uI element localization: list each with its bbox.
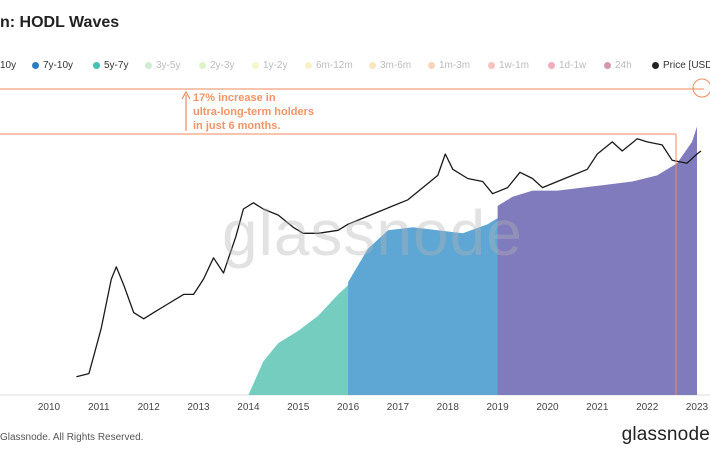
annotation-line-2: ultra-long-term holders <box>193 106 315 118</box>
legend-swatch <box>145 62 152 69</box>
x-tick-label: 2021 <box>586 402 609 413</box>
x-tick-label: 2014 <box>237 402 260 413</box>
x-tick-label: 2018 <box>437 402 460 413</box>
area-series-10y <box>497 126 697 395</box>
legend-swatch <box>93 62 100 69</box>
legend-item-6m-12m[interactable]: 6m-12m <box>305 60 353 71</box>
legend-swatch <box>428 62 435 69</box>
price-line <box>76 138 702 378</box>
x-tick-label: 2023 <box>686 402 709 413</box>
glassnode-watermark: glassnode <box>222 197 523 269</box>
legend-label: 1y-2y <box>263 60 288 71</box>
x-tick-label: 2020 <box>536 402 559 413</box>
legend-swatch <box>252 62 259 69</box>
legend-swatch <box>652 62 659 69</box>
legend-swatch <box>305 62 312 69</box>
legend-item-1y-2y[interactable]: 1y-2y <box>252 60 287 71</box>
legend-label: 5y-7y <box>104 60 129 71</box>
legend-item-1m-3m[interactable]: 1m-3m <box>428 60 470 71</box>
x-tick-label: 2010 <box>38 402 61 413</box>
legend-item-24h[interactable]: 24h <box>604 60 632 71</box>
legend-item-10y[interactable]: 10y <box>0 60 16 71</box>
x-tick-label: 2013 <box>187 402 210 413</box>
legend-label: 1d-1w <box>559 60 587 71</box>
x-tick-label: 2017 <box>387 402 410 413</box>
chart-title: n: HODL Waves <box>0 14 120 31</box>
legend-item-1w-1m[interactable]: 1w-1m <box>488 60 529 71</box>
legend-label: 1w-1m <box>499 60 530 71</box>
legend-swatch <box>488 62 495 69</box>
legend-label: 24h <box>615 60 632 71</box>
legend-item-7y-10y[interactable]: 7y-10y <box>32 60 73 71</box>
legend-swatch <box>199 62 206 69</box>
legend-label: 2y-3y <box>210 60 235 71</box>
legend-label: 3m-6m <box>380 60 412 71</box>
annotation-line-1: 17% increase in <box>193 92 276 104</box>
legend-item-3y-5y[interactable]: 3y-5y <box>145 60 180 71</box>
x-tick-label: 2012 <box>138 402 161 413</box>
legend-swatch <box>369 62 376 69</box>
legend-label: Price [USD] <box>663 60 710 71</box>
legend-item-3m-6m[interactable]: 3m-6m <box>369 60 411 71</box>
x-tick-label: 2022 <box>636 402 659 413</box>
legend-label: 7y-10y <box>43 60 74 71</box>
legend-item-1d-1w[interactable]: 1d-1w <box>548 60 586 71</box>
highlight-circle <box>692 78 710 98</box>
legend-item-5y-7y[interactable]: 5y-7y <box>93 60 128 71</box>
legend-label: 6m-12m <box>316 60 353 71</box>
x-tick-label: 2011 <box>88 402 110 413</box>
annotation-line-3: in just 6 months. <box>193 120 281 132</box>
legend-label: 3y-5y <box>156 60 181 71</box>
x-tick-label: 2019 <box>486 402 509 413</box>
glassnode-logo: glassnode <box>621 424 710 445</box>
legend-swatch <box>32 62 39 69</box>
legend-swatch <box>604 62 611 69</box>
copyright-notice: Glassnode. All Rights Reserved. <box>0 432 144 443</box>
chart-legend: 10y 7y-10y 5y-7y 3y-5y 2y-3y 1y-2y 6m-12m 3m-6m… <box>0 60 710 76</box>
legend-item-2y-3y[interactable]: 2y-3y <box>199 60 234 71</box>
legend-item-price-usd[interactable]: Price [USD] <box>652 60 710 71</box>
legend-label: 1m-3m <box>439 60 471 71</box>
annotation-arrow-head <box>181 90 191 100</box>
legend-swatch <box>548 62 555 69</box>
legend-label: 10y <box>0 60 17 71</box>
x-tick-label: 2015 <box>287 402 310 413</box>
chart-annotation: 17% increase in ultra-long-term holders … <box>193 91 373 133</box>
x-tick-label: 2016 <box>337 402 360 413</box>
